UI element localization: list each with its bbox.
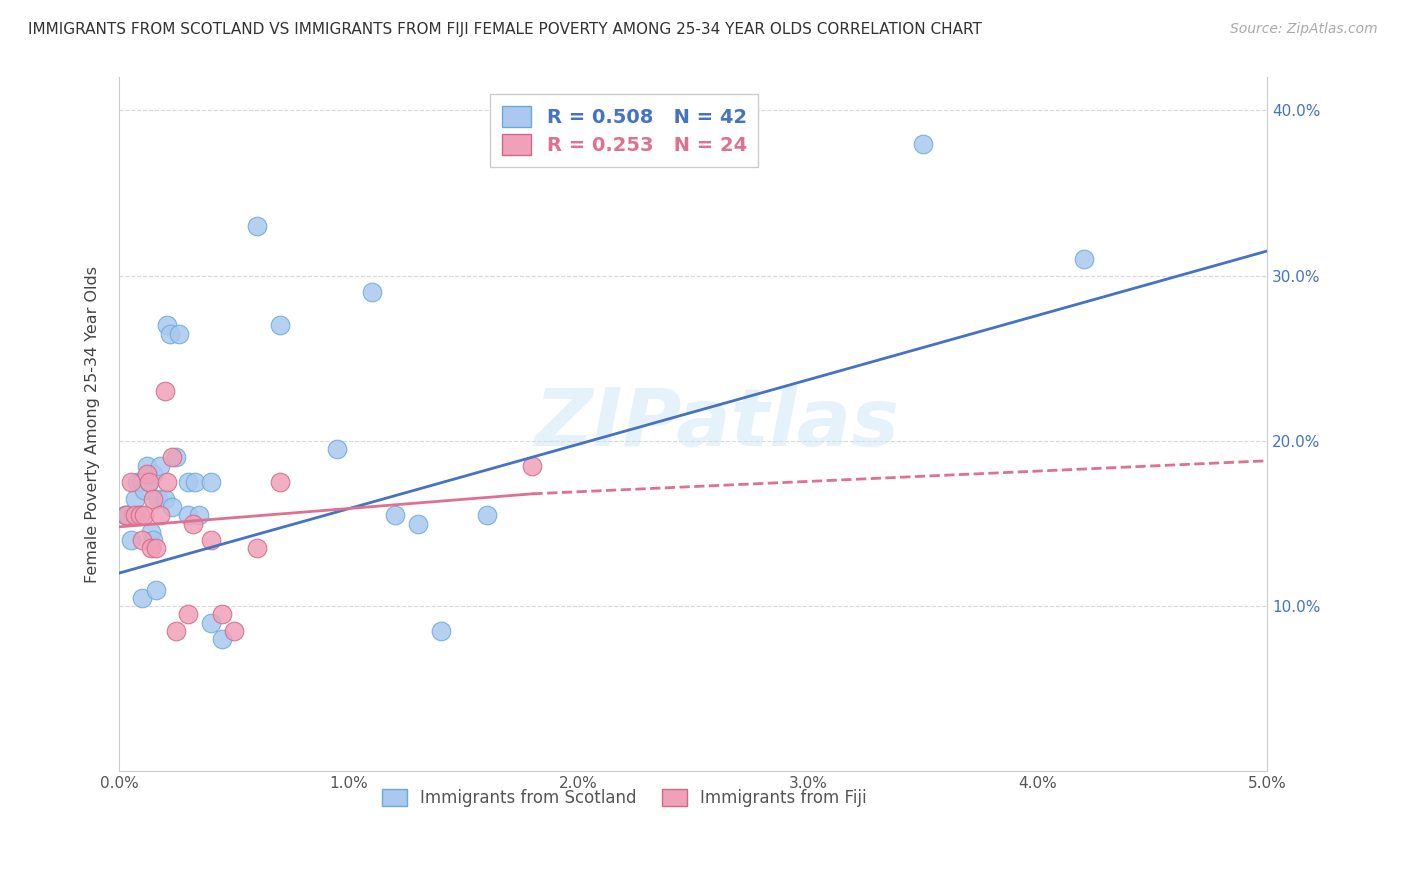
Point <box>128 508 150 523</box>
Legend: Immigrants from Scotland, Immigrants from Fiji: Immigrants from Scotland, Immigrants fro… <box>374 780 875 815</box>
Point <box>166 450 188 465</box>
Point <box>141 524 163 539</box>
Point <box>124 491 146 506</box>
Point <box>200 615 222 630</box>
Point <box>153 384 176 399</box>
Point <box>167 326 190 341</box>
Point <box>184 475 207 490</box>
Point <box>145 582 167 597</box>
Point <box>124 508 146 523</box>
Point <box>160 500 183 514</box>
Point <box>145 541 167 556</box>
Point <box>134 508 156 523</box>
Point <box>181 516 204 531</box>
Point <box>522 458 544 473</box>
Point <box>131 591 153 605</box>
Point <box>200 533 222 547</box>
Point <box>134 483 156 498</box>
Point <box>475 508 498 523</box>
Point <box>146 491 169 506</box>
Point <box>149 508 172 523</box>
Y-axis label: Female Poverty Among 25-34 Year Olds: Female Poverty Among 25-34 Year Olds <box>86 266 100 582</box>
Point <box>156 475 179 490</box>
Text: ZIPatlas: ZIPatlas <box>534 385 898 464</box>
Point <box>177 607 200 622</box>
Point <box>149 458 172 473</box>
Point <box>406 516 429 531</box>
Point <box>138 475 160 490</box>
Text: Source: ZipAtlas.com: Source: ZipAtlas.com <box>1230 22 1378 37</box>
Point <box>141 541 163 556</box>
Point <box>115 508 138 523</box>
Point <box>326 442 349 457</box>
Point <box>269 475 291 490</box>
Point <box>131 533 153 547</box>
Point <box>117 508 139 523</box>
Point <box>156 318 179 333</box>
Point <box>120 533 142 547</box>
Point <box>153 491 176 506</box>
Point <box>142 467 165 481</box>
Point <box>429 624 451 638</box>
Point <box>211 607 233 622</box>
Point <box>177 508 200 523</box>
Point <box>135 458 157 473</box>
Point <box>1073 252 1095 267</box>
Point <box>142 491 165 506</box>
Point <box>115 508 138 523</box>
Point <box>121 508 143 523</box>
Point <box>360 285 382 300</box>
Point <box>211 632 233 647</box>
Point <box>127 475 149 490</box>
Point <box>246 541 269 556</box>
Text: IMMIGRANTS FROM SCOTLAND VS IMMIGRANTS FROM FIJI FEMALE POVERTY AMONG 25-34 YEAR: IMMIGRANTS FROM SCOTLAND VS IMMIGRANTS F… <box>28 22 981 37</box>
Point <box>911 136 934 151</box>
Point <box>128 508 150 523</box>
Point <box>177 475 200 490</box>
Point <box>222 624 245 638</box>
Point <box>114 508 136 523</box>
Point <box>135 467 157 481</box>
Point <box>200 475 222 490</box>
Point <box>142 533 165 547</box>
Point <box>269 318 291 333</box>
Point <box>246 219 269 234</box>
Point <box>138 475 160 490</box>
Point <box>120 475 142 490</box>
Point <box>188 508 211 523</box>
Point <box>131 475 153 490</box>
Point <box>384 508 406 523</box>
Point <box>160 450 183 465</box>
Point <box>166 624 188 638</box>
Point <box>159 326 181 341</box>
